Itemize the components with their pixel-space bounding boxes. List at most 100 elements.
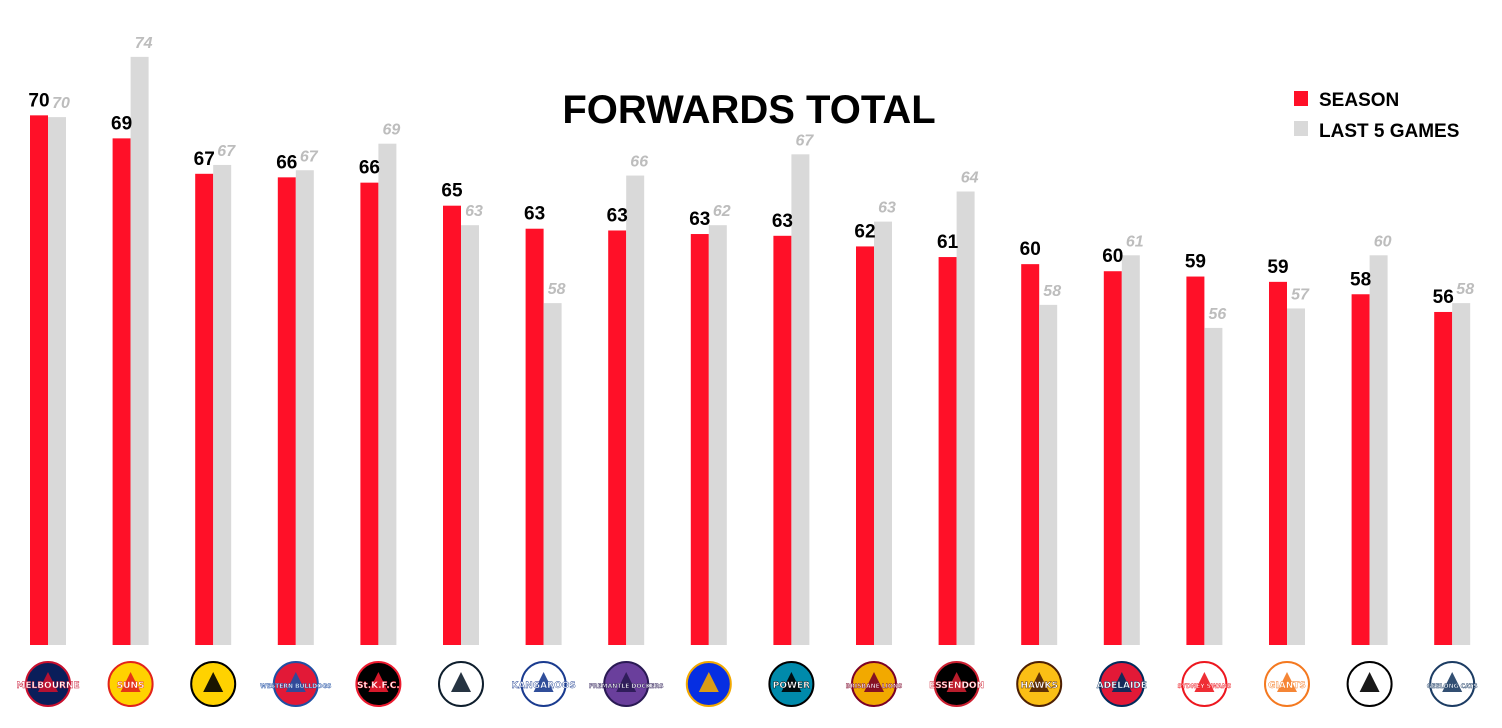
logo-text-sydney: SYDNEY SWANS xyxy=(1177,683,1231,690)
bar-season-western-bulldogs xyxy=(277,177,296,646)
label-last5-gws: 57 xyxy=(1291,286,1310,303)
label-last5-gold-coast: 74 xyxy=(135,35,153,52)
label-season-melbourne: 70 xyxy=(28,90,49,111)
label-season-north-melbourne: 63 xyxy=(524,204,545,225)
bar-last5-carlton xyxy=(461,225,479,645)
bar-season-geelong xyxy=(1434,311,1453,645)
label-season-fremantle: 63 xyxy=(607,205,628,226)
logo-emblem-adelaide xyxy=(1111,672,1132,692)
label-last5-fremantle: 66 xyxy=(630,154,648,171)
label-season-gold-coast: 69 xyxy=(111,113,132,134)
logo-emblem-richmond xyxy=(203,672,224,692)
bar-last5-gws xyxy=(1287,308,1305,645)
label-last5-carlton: 63 xyxy=(465,203,483,220)
logo-text-port-adelaide: POWER xyxy=(773,681,810,691)
bar-last5-st-kilda xyxy=(378,143,397,645)
team-logo-north-melbourne-icon: KANGAROOS xyxy=(511,661,576,707)
bar-last5-sydney xyxy=(1204,327,1223,645)
logo-emblem-collingwood xyxy=(1359,672,1380,692)
label-last5-geelong: 58 xyxy=(1456,281,1474,298)
bar-last5-west-coast xyxy=(708,225,727,645)
bar-season-north-melbourne xyxy=(525,228,544,645)
bar-season-richmond xyxy=(195,173,214,646)
label-season-sydney: 59 xyxy=(1185,252,1206,273)
bar-season-fremantle xyxy=(608,230,627,645)
team-logo-western-bulldogs-icon: WESTERN BULLDOGS xyxy=(260,661,332,707)
bar-season-carlton xyxy=(443,205,461,645)
team-logo-gws-icon: GIANTS xyxy=(1264,661,1310,707)
logo-emblem-geelong xyxy=(1442,672,1463,692)
logo-emblem-hawthorn xyxy=(1029,672,1050,692)
logo-text-geelong: GEELONG CATS xyxy=(1427,683,1478,690)
bar-last5-adelaide xyxy=(1121,255,1140,646)
bar-last5-geelong xyxy=(1452,303,1471,645)
logo-emblem-carlton xyxy=(451,672,471,692)
logo-emblem-gold-coast xyxy=(120,672,141,692)
bar-last5-brisbane xyxy=(874,221,892,645)
logo-text-hawthorn: HAWKS xyxy=(1020,681,1057,691)
label-season-carlton: 65 xyxy=(441,181,463,202)
label-last5-collingwood: 60 xyxy=(1374,233,1392,250)
label-season-st-kilda: 66 xyxy=(359,158,380,179)
team-logo-row: MELBOURNE SUNS WESTERN BULLDOGS St.K.F.C. KA… xyxy=(16,661,1478,707)
team-logo-essendon-icon: ESSENDON xyxy=(929,661,984,707)
team-logo-hawthorn-icon: HAWKS xyxy=(1016,661,1063,707)
logo-text-gws: GIANTS xyxy=(1268,681,1306,691)
label-last5-essendon: 64 xyxy=(961,170,979,187)
team-logo-st-kilda-icon: St.K.F.C. xyxy=(355,661,402,707)
label-last5-melbourne: 70 xyxy=(52,95,70,112)
label-last5-north-melbourne: 58 xyxy=(548,281,566,298)
logo-text-gold-coast: SUNS xyxy=(117,681,145,691)
legend-swatch-last5 xyxy=(1294,121,1308,136)
logo-emblem-port-adelaide xyxy=(781,672,802,692)
logo-emblem-st-kilda xyxy=(368,672,389,692)
bar-last5-fremantle xyxy=(626,175,645,646)
team-logo-port-adelaide-icon: POWER xyxy=(768,661,815,707)
team-logo-gold-coast-icon: SUNS xyxy=(107,661,154,707)
bar-season-port-adelaide xyxy=(773,235,792,646)
chart-title: FORWARDS TOTAL xyxy=(562,88,935,132)
bar-season-hawthorn xyxy=(1021,264,1040,645)
label-last5-port-adelaide: 67 xyxy=(796,132,815,149)
bar-group xyxy=(30,56,1471,646)
bar-last5-port-adelaide xyxy=(791,154,810,646)
label-season-gws: 59 xyxy=(1267,257,1288,278)
team-logo-sydney-icon: SYDNEY SWANS xyxy=(1177,661,1232,707)
logo-emblem-sydney xyxy=(1194,672,1215,692)
logo-text-adelaide: ADELAIDE xyxy=(1097,681,1147,691)
label-last5-richmond: 67 xyxy=(217,143,236,160)
legend: SEASON LAST 5 GAMES xyxy=(1294,90,1459,142)
team-logo-melbourne-icon: MELBOURNE xyxy=(16,661,80,707)
team-logo-brisbane-icon: BRISBANE LIONS xyxy=(845,661,903,707)
bar-last5-richmond xyxy=(213,164,232,645)
label-last5-st-kilda: 69 xyxy=(383,122,401,139)
bar-last5-north-melbourne xyxy=(543,303,562,645)
bar-season-brisbane xyxy=(856,246,874,645)
bar-season-essendon xyxy=(938,257,957,645)
label-season-collingwood: 58 xyxy=(1350,269,1371,290)
label-last5-hawthorn: 58 xyxy=(1043,283,1061,300)
team-logo-geelong-icon: GEELONG CATS xyxy=(1427,661,1478,707)
bar-season-st-kilda xyxy=(360,182,379,645)
bar-season-collingwood xyxy=(1351,294,1370,645)
label-season-geelong: 56 xyxy=(1433,287,1454,308)
legend-label-last5: LAST 5 GAMES xyxy=(1319,121,1459,142)
team-logo-fremantle-icon: FREMANTLE DOCKERS xyxy=(589,661,664,707)
team-logo-collingwood-icon xyxy=(1346,661,1393,707)
logo-emblem-fremantle xyxy=(616,672,637,692)
logo-text-melbourne: MELBOURNE xyxy=(16,681,79,691)
bar-last5-essendon xyxy=(956,191,975,645)
bar-season-sydney xyxy=(1186,276,1205,645)
logo-emblem-western-bulldogs xyxy=(285,672,306,692)
logo-text-st-kilda: St.K.F.C. xyxy=(357,681,400,691)
label-season-adelaide: 60 xyxy=(1102,246,1123,267)
logo-emblem-brisbane xyxy=(864,672,884,692)
bar-season-west-coast xyxy=(690,234,709,645)
logo-emblem-gws xyxy=(1277,672,1297,692)
bar-season-melbourne xyxy=(30,115,48,646)
team-logo-richmond-icon xyxy=(190,661,237,707)
logo-text-fremantle: FREMANTLE DOCKERS xyxy=(589,683,664,690)
label-season-western-bulldogs: 66 xyxy=(276,152,297,173)
